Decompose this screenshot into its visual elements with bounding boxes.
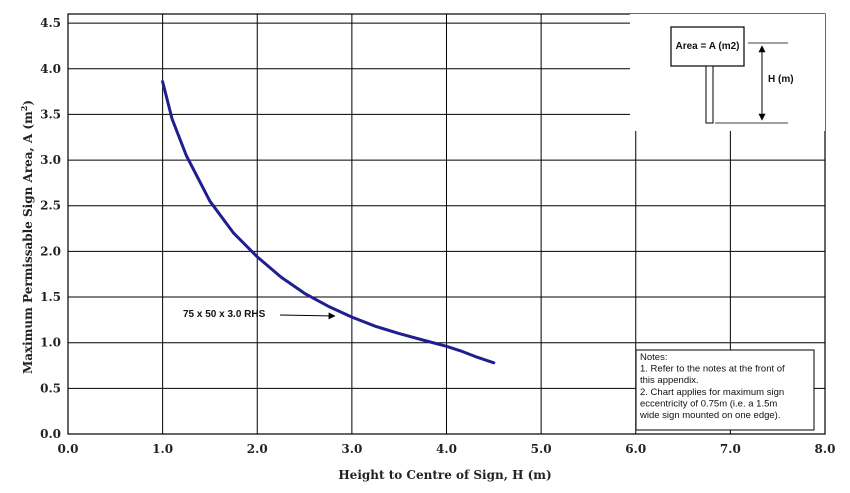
y-tick-label: 2.5: [40, 199, 61, 213]
y-tick-label: 0.5: [40, 381, 61, 395]
inset-diagram: Area = A (m2) H (m): [630, 14, 825, 131]
annotation-label: 75 x 50 x 3.0 RHS: [183, 309, 266, 320]
grid-lines: [67, 14, 826, 435]
sign-board: [670, 26, 745, 67]
y-tick-label: 1.5: [40, 290, 61, 304]
y-tick-label: 4.5: [40, 16, 61, 30]
notes-line: 1. Refer to the notes at the front of: [640, 364, 785, 375]
notes-line: 2. Chart applies for maximum sign: [640, 387, 784, 398]
x-tick-label: 1.0: [152, 442, 173, 456]
y-tick-label: 1.0: [40, 336, 61, 350]
x-tick-label: 4.0: [436, 442, 457, 456]
x-tick-label: 3.0: [341, 442, 362, 456]
notes-box: Notes:1. Refer to the notes at the front…: [635, 349, 815, 431]
y-tick-label: 2.0: [40, 244, 61, 258]
series-layer: [161, 80, 496, 365]
x-tick-label: 0.0: [58, 442, 79, 456]
notes-line: this appendix.: [640, 375, 699, 386]
notes-line: eccentricity of 0.75m (i.e. a 1.5m: [640, 398, 777, 409]
x-tick-label: 6.0: [625, 442, 646, 456]
x-tick-label: 8.0: [815, 442, 836, 456]
x-axis-label: Height to Centre of Sign, H (m): [338, 468, 551, 482]
inset-height-label: H (m): [768, 74, 794, 85]
notes-line: Notes:: [640, 352, 667, 363]
y-tick-label: 4.0: [40, 62, 61, 76]
y-tick-label: 0.0: [40, 427, 61, 441]
series-line: [161, 80, 496, 365]
x-tick-label: 5.0: [531, 442, 552, 456]
notes-line: wide sign mounted on one edge).: [639, 410, 781, 421]
y-tick-label: 3.0: [40, 153, 61, 167]
annotation-arrow: [279, 312, 336, 320]
x-tick-labels: 0.0 1.0 2.0 3.0 4.0 5.0 6.0 7.0 8.0: [58, 442, 836, 456]
plot-frame: [67, 13, 826, 435]
inset-area-label: Area = A (m2): [675, 41, 739, 52]
x-tick-label: 7.0: [720, 442, 741, 456]
y-tick-labels: 0.0 0.5 1.0 1.5 2.0 2.5 3.0 3.5 4.0 4.5: [40, 16, 61, 441]
sign-post: [705, 65, 714, 124]
x-tick-label: 2.0: [247, 442, 268, 456]
y-axis-label: Maximum Permissable Sign Area, A (m2): [19, 100, 35, 374]
y-tick-label: 3.5: [40, 107, 61, 121]
